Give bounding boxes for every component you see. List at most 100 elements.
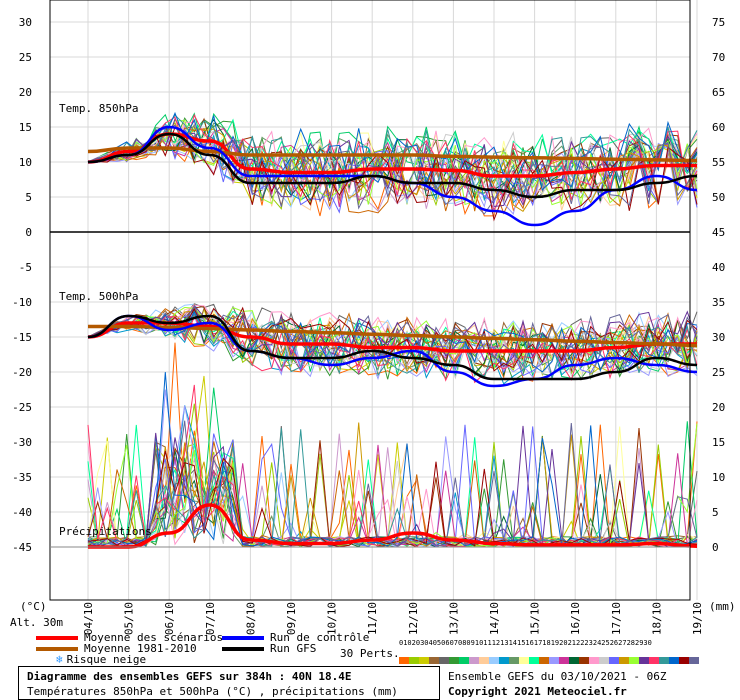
main-series [87, 125, 698, 549]
right-tick-label: 30 [712, 331, 725, 344]
legend-swatch-red [36, 636, 78, 640]
member-swatch [539, 657, 549, 664]
legend-snow-risk: ❄ Risque neige [56, 653, 146, 666]
series-line-500 [87, 321, 697, 353]
member-swatch [439, 657, 449, 664]
left-axis-unit: (°C) [20, 600, 47, 613]
footer-subtitle: Températures 850hPa et 500hPa (°C) , pré… [27, 685, 398, 698]
member-line-500 [87, 310, 698, 373]
legend-label: Run GFS [270, 642, 317, 655]
left-tick-label: 25 [19, 51, 32, 64]
series-line-850 [87, 132, 698, 199]
member-swatch [689, 657, 699, 664]
left-tick-label: -40 [12, 506, 32, 519]
members-label: 30 Perts. [340, 647, 400, 660]
series-line-precip [88, 503, 698, 549]
left-tick-label: 30 [19, 16, 32, 29]
member-swatch [479, 657, 489, 664]
member-swatch [569, 657, 579, 664]
left-tick-label: -5 [19, 261, 32, 274]
member-swatch [529, 657, 539, 664]
member-palette [399, 649, 699, 664]
member-numbers: 0102030405060708091011121314151617181920… [399, 639, 652, 647]
right-tick-label: 10 [712, 471, 725, 484]
left-tick-label: -20 [12, 366, 32, 379]
legend-control-run: Run de contrôle [222, 631, 369, 644]
left-tick-label: -15 [12, 331, 32, 344]
member-line-precip [87, 450, 698, 548]
right-tick-label: 60 [712, 121, 725, 134]
left-tick-label: 10 [19, 156, 32, 169]
member-swatch [639, 657, 649, 664]
right-tick-label: 55 [712, 156, 725, 169]
member-swatch [599, 657, 609, 664]
right-axis-unit: (mm) [709, 600, 736, 613]
x-tick-label: 19/10 [691, 602, 704, 635]
member-swatch [629, 657, 639, 664]
member-swatch [659, 657, 669, 664]
member-swatch [509, 657, 519, 664]
plot-frame [49, 0, 691, 601]
left-tick-label: 20 [19, 86, 32, 99]
member-swatch [409, 657, 419, 664]
left-tick-label: 15 [19, 121, 32, 134]
altitude-label: Alt. 30m [10, 616, 63, 629]
member-line-850 [87, 121, 698, 195]
x-tick-label: 09/10 [285, 602, 298, 635]
left-tick-label: 5 [25, 191, 32, 204]
x-tick-label: 15/10 [529, 602, 542, 635]
left-tick-label: 0 [25, 226, 32, 239]
x-tick-label: 04/10 [82, 602, 95, 635]
footer-box: Diagramme des ensembles GEFS sur 384h : … [18, 666, 440, 700]
member-line-500 [87, 306, 698, 372]
member-line-850 [87, 117, 698, 208]
member-swatch [619, 657, 629, 664]
member-swatch [499, 657, 509, 664]
member-line-precip [87, 420, 698, 548]
x-tick-label: 10/10 [326, 602, 339, 635]
member-line-precip [87, 460, 698, 548]
member-swatch [649, 657, 659, 664]
right-tick-label: 0 [712, 541, 719, 554]
legend-label: Risque neige [66, 653, 147, 666]
member-swatch [559, 657, 569, 664]
legend-label: Run de contrôle [270, 631, 370, 644]
x-tick-label: 13/10 [447, 602, 460, 635]
footer-title: Diagramme des ensembles GEFS sur 384h : … [27, 670, 352, 683]
member-swatch [589, 657, 599, 664]
x-tick-label: 07/10 [204, 602, 217, 635]
legend-mean-1981-2010: Moyenne 1981-2010 [36, 642, 197, 655]
ensemble-info: Ensemble GEFS du 03/10/2021 - 06Z [448, 670, 667, 683]
member-swatch [579, 657, 589, 664]
member-line-850 [87, 111, 698, 191]
member-swatch [549, 657, 559, 664]
legend-swatch-blue [222, 636, 264, 640]
member-line-850 [87, 126, 698, 222]
left-tick-label: -30 [12, 436, 32, 449]
x-tick-label: 16/10 [569, 602, 582, 635]
member-swatch [669, 657, 679, 664]
plot-background [50, 0, 690, 600]
series-line-850 [87, 146, 698, 163]
chart-grid [50, 0, 698, 600]
right-tick-label: 50 [712, 191, 725, 204]
panel-label-precip: Précipitations [59, 525, 152, 538]
right-tick-label: 75 [712, 16, 725, 29]
legend-label: Moyenne 1981-2010 [84, 642, 197, 655]
x-tick-label: 06/10 [163, 602, 176, 635]
member-swatch [489, 657, 499, 664]
legend-label: Moyenne des scénarios [84, 631, 224, 644]
member-line-precip [87, 428, 698, 547]
series-line-500 [88, 324, 698, 348]
x-tick-label: 08/10 [244, 602, 257, 635]
x-tick-label: 17/10 [610, 602, 623, 635]
panel-label-850: Temp. 850hPa [59, 102, 138, 115]
member-swatch [519, 657, 529, 664]
right-tick-label: 20 [712, 401, 725, 414]
member-line-500 [87, 306, 698, 372]
x-tick-label: 18/10 [650, 602, 663, 635]
right-tick-label: 25 [712, 366, 725, 379]
member-swatch [679, 657, 689, 664]
left-tick-label: -25 [12, 401, 32, 414]
